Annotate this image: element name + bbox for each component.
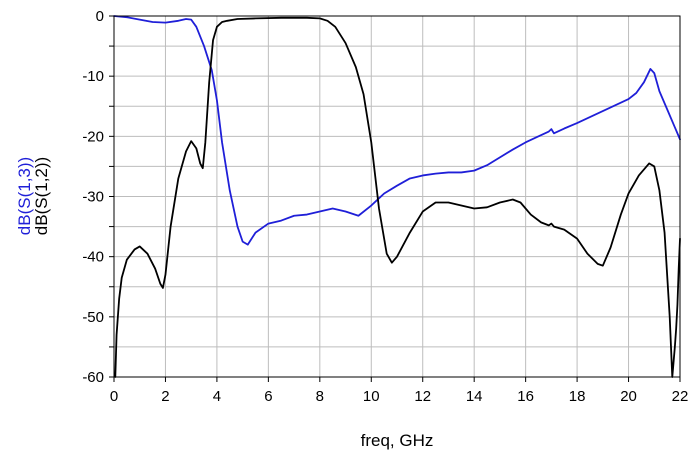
y-tick-label: -50 [82,309,104,326]
series-line-s13 [113,15,681,246]
plot-series [113,15,681,378]
x-tick-label: 6 [264,388,272,405]
x-tick-label: 10 [363,388,380,405]
y-axis-label-s13: dB(S(1,3)) [15,157,34,235]
y-axis-label-s12: dB(S(1,2)) [32,157,51,235]
y-tick-label: -10 [82,68,104,85]
x-tick-label: 18 [569,388,586,405]
y-axis-ticks: 0 -10 -20 -30 -40 -50 -60 [82,8,114,386]
x-tick-label: 8 [316,388,324,405]
y-tick-label: -30 [82,189,104,206]
x-axis-label: freq, GHz [361,431,434,450]
y-tick-label: 0 [96,8,104,25]
x-axis-ticks: 0 2 4 6 8 10 12 14 16 18 20 22 [110,377,689,405]
y-axis-label-group: dB(S(1,3)) dB(S(1,2)) [15,157,51,235]
x-tick-label: 12 [414,388,431,405]
x-tick-label: 22 [672,388,689,405]
x-tick-label: 14 [466,388,483,405]
x-tick-label: 4 [213,388,221,405]
y-tick-label: -20 [82,128,104,145]
x-tick-label: 20 [620,388,637,405]
x-tick-label: 2 [161,388,169,405]
series-line-s12 [114,16,681,378]
y-tick-label: -40 [82,249,104,266]
x-tick-label: 0 [110,388,118,405]
x-tick-label: 16 [517,388,534,405]
grid [114,16,680,377]
y-tick-label: -60 [82,369,104,386]
